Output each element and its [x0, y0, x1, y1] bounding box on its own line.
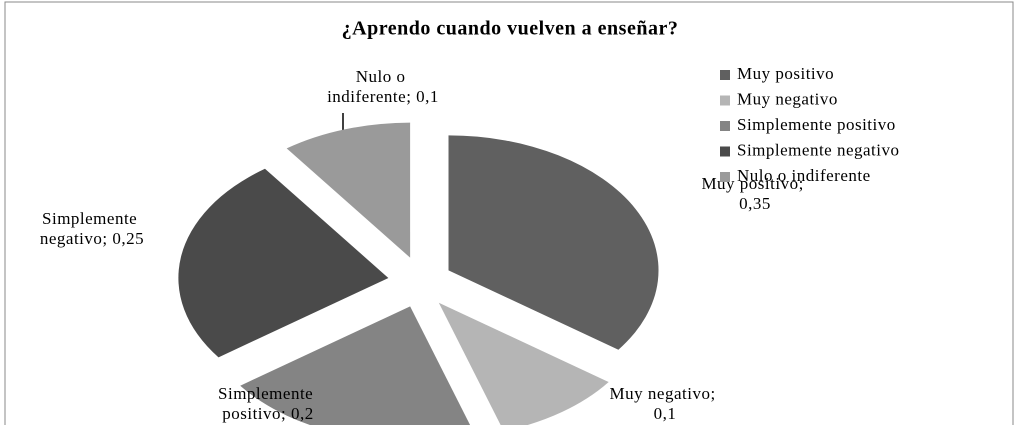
pie-slice	[448, 135, 659, 350]
legend-swatch	[720, 172, 730, 182]
chart-title: ¿Aprendo cuando vuelven a enseñar?	[342, 18, 679, 40]
data-label: Simplemente negativo; 0,25	[40, 209, 144, 248]
legend-label: Simplemente positivo	[737, 115, 896, 134]
legend-swatch	[720, 121, 730, 131]
legend-label: Nulo o indiferente	[737, 166, 871, 185]
legend-swatch	[720, 95, 730, 106]
legend-swatch	[720, 70, 730, 80]
pie-slice	[438, 302, 609, 425]
legend-label: Simplemente negativo	[737, 140, 900, 159]
legend-label: Muy negativo	[737, 89, 838, 108]
pie-slice	[286, 122, 411, 258]
pie-slice	[178, 168, 389, 358]
legend-label: Muy positivo	[737, 64, 834, 83]
pie-slice	[240, 306, 471, 425]
data-label: Muy negativo; 0,1	[610, 384, 721, 423]
data-label: Simplemente positivo; 0,2	[218, 384, 318, 423]
legend-swatch	[720, 146, 730, 157]
data-label: Nulo o indiferente; 0,1	[327, 67, 439, 106]
